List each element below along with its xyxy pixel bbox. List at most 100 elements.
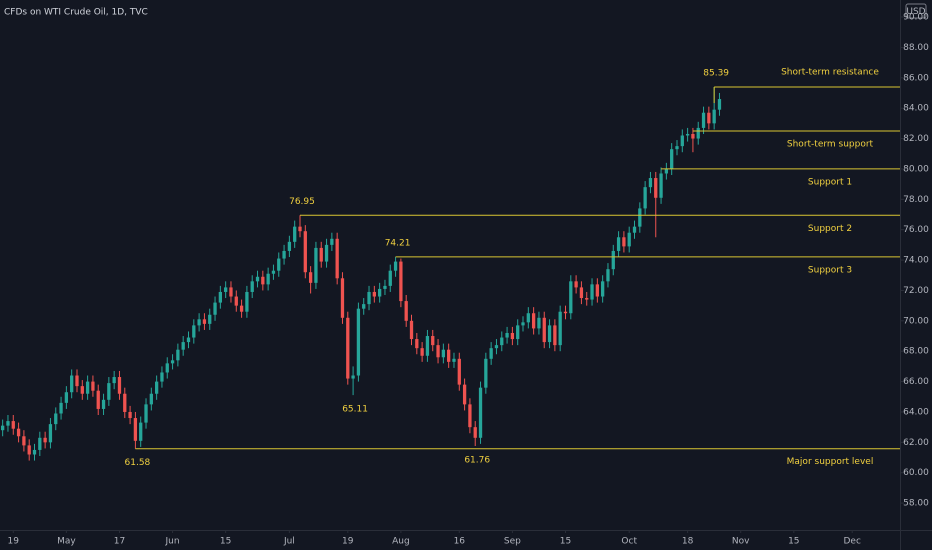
candle-body — [404, 301, 408, 321]
candle-body — [553, 325, 557, 346]
candle-body — [48, 424, 53, 443]
candle-body — [388, 270, 392, 286]
y-tick-label: 66.00 — [903, 377, 929, 387]
price-label: 61.58 — [125, 458, 151, 468]
candle-body — [287, 241, 292, 251]
candle-body — [154, 381, 159, 394]
candle-body — [393, 261, 398, 271]
candle-body — [96, 390, 100, 409]
candle-body — [478, 387, 483, 438]
candle-body — [324, 244, 329, 262]
candle-body — [468, 404, 472, 428]
y-tick-label: 58.00 — [903, 499, 929, 509]
candle-body — [112, 377, 116, 384]
candle-body — [22, 436, 26, 446]
x-tick-label: Dec — [844, 537, 861, 547]
candle-body — [239, 305, 244, 312]
candle-body — [378, 288, 382, 297]
candle-body — [75, 375, 79, 387]
candle-body — [489, 348, 493, 359]
x-tick-label: Jul — [283, 537, 295, 547]
x-tick-label: Aug — [392, 537, 410, 547]
candle-body — [383, 285, 387, 289]
x-tick-label: 17 — [114, 537, 125, 547]
candle-body — [473, 427, 477, 438]
candle-body — [54, 413, 58, 425]
candle-body — [213, 302, 217, 315]
candle-body — [64, 392, 69, 403]
candle-body — [505, 332, 509, 338]
price-label: 65.11 — [342, 405, 368, 415]
candle-body — [484, 358, 488, 388]
x-tick-label: 18 — [682, 537, 694, 547]
candle-body — [643, 187, 647, 209]
candle-body — [558, 311, 562, 346]
y-tick-label: 72.00 — [903, 286, 929, 296]
y-tick-label: 78.00 — [903, 195, 929, 205]
candle-body — [186, 337, 191, 343]
candle-body — [622, 237, 626, 247]
candle-body — [139, 422, 143, 441]
x-tick-label: 16 — [454, 537, 466, 547]
candle-body — [107, 383, 111, 400]
candle-body — [638, 208, 642, 227]
candle-body — [494, 345, 499, 349]
candle-body — [569, 281, 573, 314]
candle-body — [664, 168, 669, 174]
candle-body — [101, 399, 106, 409]
candle-body — [6, 421, 10, 426]
candle-body — [117, 377, 122, 394]
candle-body — [436, 345, 440, 358]
candle-body — [266, 273, 270, 285]
candle-body — [717, 99, 722, 110]
x-tick-label: 15 — [220, 537, 231, 547]
y-tick-label: 80.00 — [903, 164, 929, 174]
candle-body — [590, 284, 594, 300]
x-tick-label: 19 — [342, 537, 354, 547]
price-label: 76.95 — [289, 197, 315, 207]
x-tick-label: Sep — [504, 537, 521, 547]
candle-body — [654, 178, 658, 198]
y-tick-label: 76.00 — [903, 225, 929, 235]
level-label: Short-term support — [787, 139, 874, 149]
x-tick-label: Jun — [165, 537, 180, 547]
level-label: Support 2 — [808, 224, 852, 234]
candle-body — [447, 349, 451, 362]
candle-body — [415, 339, 419, 349]
candle-body — [208, 314, 212, 324]
candle-body — [38, 437, 42, 450]
candle-body — [91, 381, 95, 391]
candle-body — [399, 261, 403, 302]
candle-body — [521, 322, 525, 326]
candle-body — [563, 311, 568, 314]
y-tick-label: 84.00 — [903, 104, 929, 114]
candle-body — [144, 404, 148, 423]
price-label: 85.39 — [703, 69, 729, 79]
y-tick-label: 62.00 — [903, 438, 929, 448]
candle-body — [675, 146, 679, 150]
candle-body — [516, 325, 520, 340]
candle-body — [27, 445, 31, 455]
candle-body — [298, 226, 302, 232]
candle-body — [691, 133, 695, 139]
currency-label: USD — [906, 7, 925, 17]
x-tick-label: 15 — [788, 537, 799, 547]
candle-body — [659, 173, 663, 198]
candle-body — [224, 287, 228, 292]
candle-body — [632, 226, 637, 233]
candle-body — [192, 325, 196, 338]
candle-body — [441, 349, 446, 358]
candle-body — [462, 384, 467, 405]
candle-body — [293, 226, 297, 242]
candle-body — [303, 231, 307, 273]
price-label: 61.76 — [464, 455, 490, 465]
chart-title: CFDs on WTI Crude Oil, 1D, TVC — [4, 8, 148, 18]
candle-body — [531, 313, 536, 329]
candle-body — [340, 278, 345, 318]
candle-body — [181, 342, 185, 350]
x-tick-label: 15 — [560, 537, 571, 547]
candle-body — [160, 372, 164, 382]
level-label: Support 3 — [808, 265, 852, 275]
candle-body — [128, 411, 132, 419]
